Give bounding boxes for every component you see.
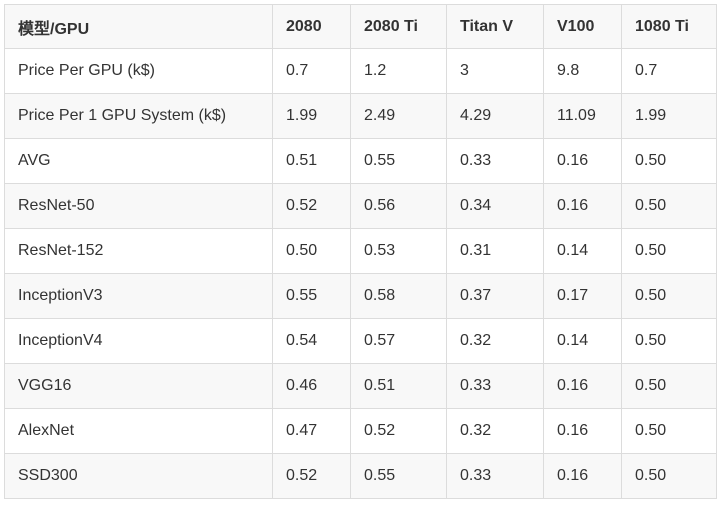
header-cell-v100: V100 — [543, 4, 622, 49]
cell-2080: 0.47 — [272, 408, 351, 454]
table-row: ResNet-50 0.52 0.56 0.34 0.16 0.50 — [4, 183, 717, 229]
table-row: AVG 0.51 0.55 0.33 0.16 0.50 — [4, 138, 717, 184]
cell-2080-ti: 0.53 — [350, 228, 447, 274]
row-label: InceptionV4 — [4, 318, 273, 364]
cell-2080-ti: 0.55 — [350, 138, 447, 184]
cell-2080-ti: 0.51 — [350, 363, 447, 409]
cell-titan-v: 0.33 — [446, 453, 544, 499]
cell-2080: 0.52 — [272, 453, 351, 499]
row-label: SSD300 — [4, 453, 273, 499]
cell-titan-v: 3 — [446, 48, 544, 94]
table-row: Price Per 1 GPU System (k$) 1.99 2.49 4.… — [4, 93, 717, 139]
cell-2080: 0.54 — [272, 318, 351, 364]
cell-v100: 0.16 — [543, 408, 622, 454]
cell-v100: 0.16 — [543, 138, 622, 184]
cell-v100: 0.14 — [543, 318, 622, 364]
cell-2080: 0.46 — [272, 363, 351, 409]
table-row: SSD300 0.52 0.55 0.33 0.16 0.50 — [4, 453, 717, 499]
table-row: AlexNet 0.47 0.52 0.32 0.16 0.50 — [4, 408, 717, 454]
cell-v100: 9.8 — [543, 48, 622, 94]
cell-titan-v: 0.32 — [446, 318, 544, 364]
cell-v100: 0.16 — [543, 363, 622, 409]
cell-1080-ti: 0.50 — [621, 273, 717, 319]
cell-v100: 0.17 — [543, 273, 622, 319]
header-cell-1080-ti: 1080 Ti — [621, 4, 717, 49]
cell-1080-ti: 1.99 — [621, 93, 717, 139]
row-label: ResNet-50 — [4, 183, 273, 229]
cell-1080-ti: 0.50 — [621, 318, 717, 364]
table-row: VGG16 0.46 0.51 0.33 0.16 0.50 — [4, 363, 717, 409]
row-label: VGG16 — [4, 363, 273, 409]
cell-2080: 0.51 — [272, 138, 351, 184]
header-cell-2080: 2080 — [272, 4, 351, 49]
cell-titan-v: 0.34 — [446, 183, 544, 229]
cell-1080-ti: 0.50 — [621, 138, 717, 184]
row-label: ResNet-152 — [4, 228, 273, 274]
cell-titan-v: 0.37 — [446, 273, 544, 319]
table-body: Price Per GPU (k$) 0.7 1.2 3 9.8 0.7 Pri… — [4, 48, 717, 499]
cell-2080: 0.55 — [272, 273, 351, 319]
header-cell-2080-ti: 2080 Ti — [350, 4, 447, 49]
cell-titan-v: 4.29 — [446, 93, 544, 139]
cell-titan-v: 0.33 — [446, 138, 544, 184]
cell-1080-ti: 0.7 — [621, 48, 717, 94]
gpu-comparison-table-container: 模型/GPU 2080 2080 Ti Titan V V100 1080 Ti… — [4, 4, 717, 499]
cell-2080-ti: 0.58 — [350, 273, 447, 319]
table-row: InceptionV4 0.54 0.57 0.32 0.14 0.50 — [4, 318, 717, 364]
cell-2080-ti: 0.56 — [350, 183, 447, 229]
cell-2080-ti: 0.55 — [350, 453, 447, 499]
cell-titan-v: 0.31 — [446, 228, 544, 274]
header-cell-model-gpu: 模型/GPU — [4, 4, 273, 49]
row-label: AVG — [4, 138, 273, 184]
table-row: ResNet-152 0.50 0.53 0.31 0.14 0.50 — [4, 228, 717, 274]
cell-1080-ti: 0.50 — [621, 228, 717, 274]
header-cell-titan-v: Titan V — [446, 4, 544, 49]
cell-2080-ti: 0.52 — [350, 408, 447, 454]
cell-titan-v: 0.32 — [446, 408, 544, 454]
cell-2080: 0.50 — [272, 228, 351, 274]
gpu-comparison-table: 模型/GPU 2080 2080 Ti Titan V V100 1080 Ti… — [4, 4, 717, 499]
cell-2080-ti: 1.2 — [350, 48, 447, 94]
header-row: 模型/GPU 2080 2080 Ti Titan V V100 1080 Ti — [4, 4, 717, 49]
cell-1080-ti: 0.50 — [621, 453, 717, 499]
row-label: Price Per GPU (k$) — [4, 48, 273, 94]
cell-2080: 0.52 — [272, 183, 351, 229]
row-label: InceptionV3 — [4, 273, 273, 319]
cell-v100: 0.16 — [543, 183, 622, 229]
table-row: InceptionV3 0.55 0.58 0.37 0.17 0.50 — [4, 273, 717, 319]
cell-1080-ti: 0.50 — [621, 408, 717, 454]
cell-2080-ti: 2.49 — [350, 93, 447, 139]
cell-2080: 1.99 — [272, 93, 351, 139]
cell-2080: 0.7 — [272, 48, 351, 94]
cell-titan-v: 0.33 — [446, 363, 544, 409]
row-label: Price Per 1 GPU System (k$) — [4, 93, 273, 139]
cell-1080-ti: 0.50 — [621, 363, 717, 409]
cell-1080-ti: 0.50 — [621, 183, 717, 229]
cell-2080-ti: 0.57 — [350, 318, 447, 364]
table-header: 模型/GPU 2080 2080 Ti Titan V V100 1080 Ti — [4, 4, 717, 49]
table-row: Price Per GPU (k$) 0.7 1.2 3 9.8 0.7 — [4, 48, 717, 94]
cell-v100: 0.16 — [543, 453, 622, 499]
row-label: AlexNet — [4, 408, 273, 454]
cell-v100: 0.14 — [543, 228, 622, 274]
cell-v100: 11.09 — [543, 93, 622, 139]
